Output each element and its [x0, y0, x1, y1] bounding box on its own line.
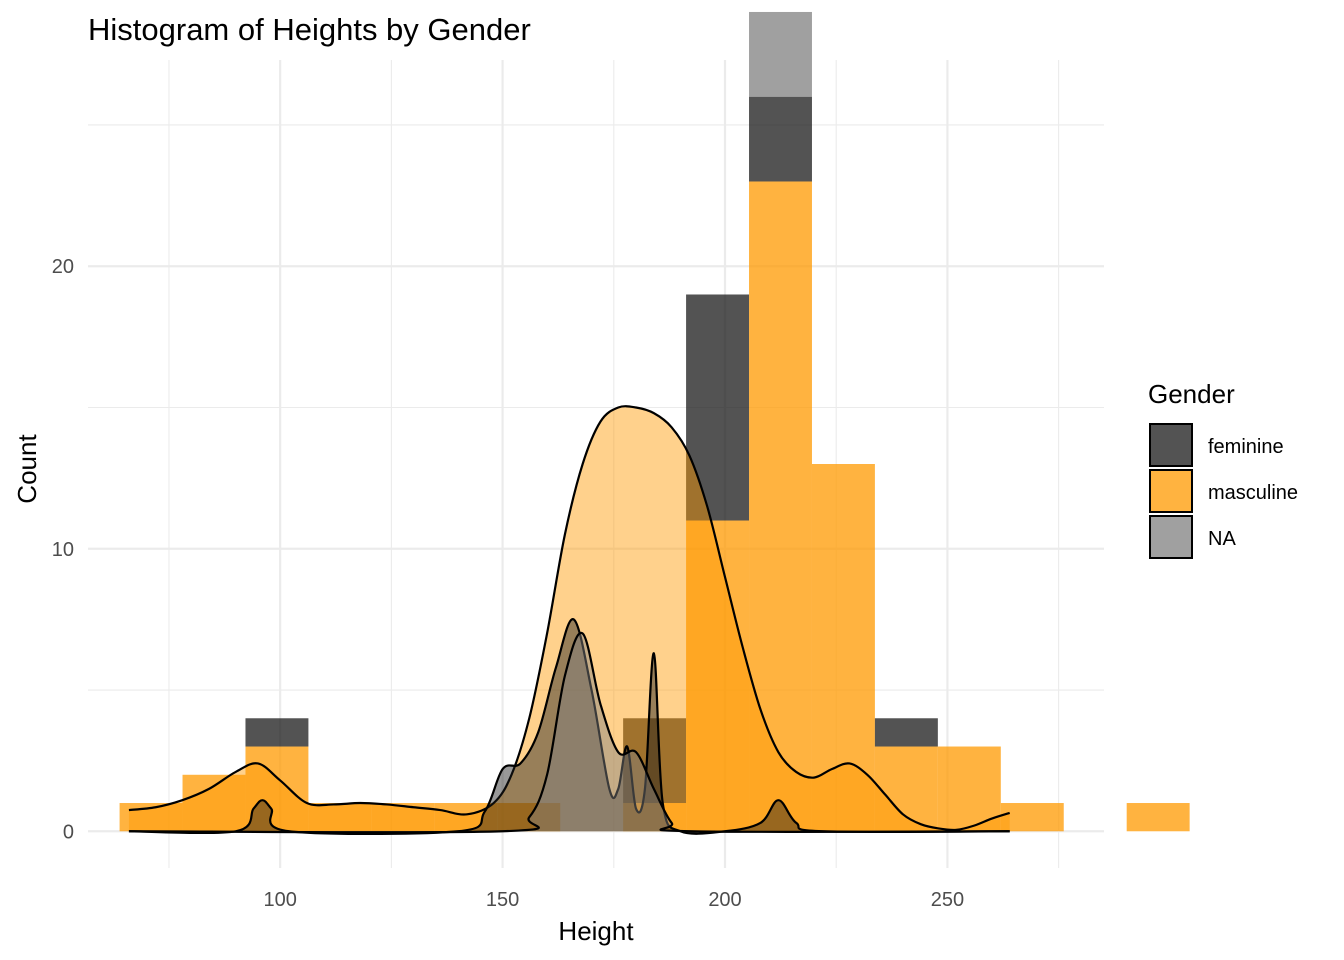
bar-masculine	[1000, 803, 1064, 832]
legend-entries: feminine masculine NA	[1149, 423, 1298, 559]
bar-feminine	[245, 718, 309, 747]
legend-key-na	[1149, 515, 1193, 559]
bar-masculine	[749, 181, 812, 832]
bar-masculine	[1126, 803, 1190, 832]
bar-feminine	[749, 96, 812, 182]
bar-masculine	[811, 464, 875, 832]
x-axis-title: Height	[558, 916, 634, 946]
bar-na	[749, 11, 812, 97]
legend-key-feminine	[1149, 423, 1193, 467]
bar-masculine	[182, 774, 246, 832]
chart-title: Histogram of Heights by Gender	[88, 12, 531, 47]
y-tick-label: 0	[63, 821, 74, 843]
density-line-feminine	[128, 618, 1010, 836]
legend: Gender feminine masculine NA	[1148, 379, 1298, 559]
bar-masculine	[245, 746, 309, 832]
x-axis-ticks: 100 150 200 250	[263, 889, 964, 911]
bar-masculine	[686, 520, 750, 832]
y-axis-title: Count	[12, 434, 42, 504]
x-tick-label: 250	[931, 889, 964, 911]
legend-label-na: NA	[1208, 528, 1236, 550]
bar-masculine	[937, 746, 1001, 832]
bars	[119, 11, 1190, 832]
density-curves	[128, 405, 1011, 836]
legend-label-feminine: feminine	[1208, 436, 1284, 458]
legend-key-masculine	[1149, 469, 1193, 513]
density-area-feminine	[128, 619, 1010, 834]
density-area-na	[128, 632, 1010, 833]
y-tick-label: 10	[52, 539, 74, 561]
bar-masculine	[623, 803, 687, 832]
density-area-masculine	[128, 406, 1010, 832]
density-line-masculine	[128, 405, 1011, 832]
density-line-na	[128, 631, 1010, 834]
y-axis-ticks: 0 10 20	[52, 256, 74, 843]
x-tick-label: 100	[263, 889, 296, 911]
x-tick-label: 200	[708, 889, 741, 911]
legend-label-masculine: masculine	[1208, 482, 1298, 504]
bar-feminine	[874, 718, 938, 747]
y-tick-label: 20	[52, 256, 74, 278]
bar-masculine	[308, 803, 372, 832]
x-tick-label: 150	[486, 889, 519, 911]
bar-feminine	[686, 294, 750, 521]
legend-title: Gender	[1148, 379, 1235, 409]
